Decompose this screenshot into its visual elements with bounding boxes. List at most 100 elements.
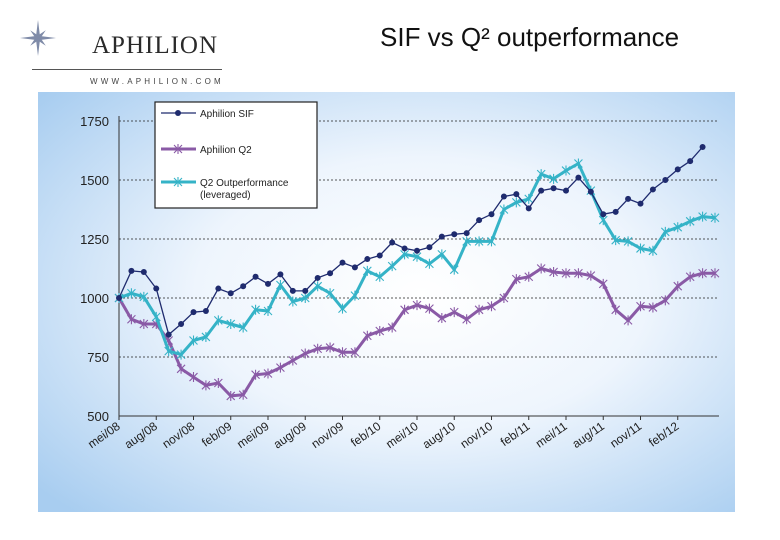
data-point: [325, 342, 335, 353]
page-title: SIF vs Q² outperformance: [380, 22, 680, 52]
data-point: [511, 274, 521, 285]
data-point: [251, 304, 260, 315]
data-point: [226, 390, 236, 401]
data-point: [524, 193, 534, 204]
data-point: [302, 287, 309, 294]
data-point: [623, 236, 633, 247]
data-point: [563, 187, 569, 194]
data-point: [238, 322, 248, 333]
data-point: [687, 158, 694, 165]
data-point: [375, 271, 385, 282]
data-point: [151, 311, 161, 322]
data-point: [549, 267, 558, 278]
data-point: [611, 304, 621, 315]
data-point: [201, 380, 211, 391]
data-point: [425, 303, 434, 314]
data-point: [625, 195, 632, 202]
data-point: [426, 244, 433, 251]
data-point: [462, 314, 472, 325]
data-point: [338, 347, 347, 358]
data-point: [463, 230, 470, 237]
data-point: [586, 270, 596, 281]
legend-item-q2: Aphilion Q2: [161, 144, 252, 156]
data-point: [636, 243, 645, 254]
data-point: [313, 343, 323, 354]
data-point: [401, 245, 408, 252]
data-point: [325, 288, 335, 299]
data-point: [549, 173, 558, 184]
data-point: [660, 226, 670, 237]
data-point: [623, 315, 633, 326]
legend: Aphilion SIF Aphilion Q2 Q2 Outperformance…: [154, 101, 318, 209]
data-point: [313, 281, 323, 292]
data-point: [252, 273, 259, 280]
data-point: [710, 268, 720, 279]
data-point: [362, 265, 372, 276]
y-tick-label: 1750: [80, 114, 109, 129]
legend-label: Q2 Outperformance (leveraged): [200, 178, 289, 201]
data-point: [524, 271, 534, 282]
data-point: [314, 274, 321, 281]
data-point: [139, 318, 149, 329]
data-point: [648, 245, 658, 256]
y-tick-label: 1000: [80, 291, 109, 306]
data-point: [462, 236, 472, 247]
data-point: [350, 347, 360, 358]
data-point: [227, 290, 234, 297]
data-point: [351, 264, 358, 271]
data-point: [660, 295, 670, 306]
data-point: [127, 314, 136, 325]
data-point: [437, 313, 447, 324]
data-point: [561, 268, 571, 279]
data-point: [139, 291, 149, 302]
compass-star-icon: [20, 20, 56, 56]
series-outperformance: [114, 158, 720, 360]
data-point: [164, 346, 174, 357]
data-point: [451, 231, 458, 238]
data-point: [648, 302, 658, 313]
chart-background: [38, 92, 735, 512]
data-point: [536, 169, 546, 180]
data-point: [575, 174, 582, 181]
data-point: [176, 349, 186, 360]
data-point: [350, 290, 360, 301]
data-point: [611, 235, 621, 246]
data-point: [300, 348, 310, 359]
data-point: [240, 283, 247, 290]
data-point: [226, 318, 236, 329]
data-point: [277, 271, 284, 278]
data-point: [375, 326, 385, 337]
data-point: [288, 296, 298, 307]
brand-website: WWW.APHILION.COM: [90, 77, 224, 86]
data-point: [412, 300, 422, 311]
data-point: [474, 236, 484, 247]
data-point: [425, 258, 434, 269]
legend-label: Aphilion SIF: [200, 109, 254, 120]
data-point: [327, 270, 334, 277]
data-point: [500, 193, 507, 200]
data-point: [550, 185, 557, 192]
brand-name: APHILION: [92, 32, 219, 59]
data-point: [238, 389, 248, 400]
data-point: [673, 222, 683, 233]
data-point: [189, 372, 198, 383]
data-point: [215, 285, 222, 292]
data-point: [685, 271, 695, 282]
data-point: [674, 166, 681, 173]
data-point: [387, 261, 397, 272]
data-point: [561, 165, 571, 176]
data-point: [263, 305, 273, 316]
data-point: [699, 143, 706, 150]
data-point: [276, 362, 285, 373]
data-point: [499, 293, 509, 303]
data-point: [499, 204, 509, 215]
data-point: [449, 264, 459, 275]
data-point: [289, 287, 296, 294]
legend-item-outperformance: Q2 Outperformance (leveraged): [161, 177, 289, 201]
y-tick-label: 1500: [80, 173, 109, 188]
data-point: [673, 281, 683, 292]
data-point: [636, 301, 645, 312]
data-point: [338, 303, 347, 314]
y-tick-label: 500: [87, 409, 109, 424]
